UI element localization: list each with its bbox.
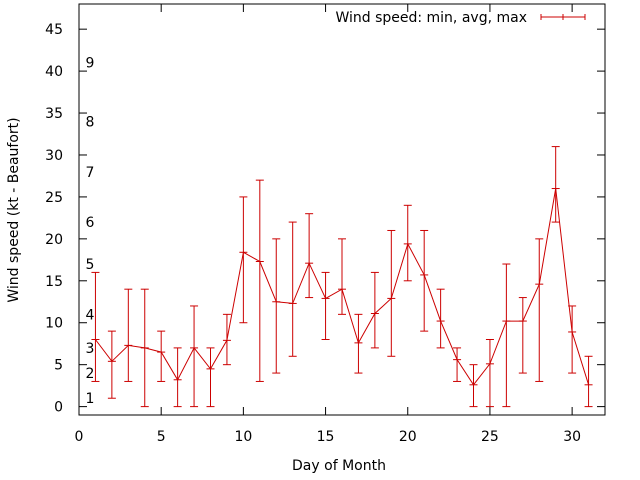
y-tick-label: 35 [45, 106, 63, 122]
x-tick-label: 30 [563, 429, 581, 445]
y-tick-label: 20 [45, 232, 63, 248]
x-tick-label: 25 [481, 429, 499, 445]
y-tick-label: 0 [54, 400, 63, 416]
x-tick-label: 5 [157, 429, 166, 445]
y-tick-label: 10 [45, 316, 63, 332]
plot-frame [78, 3, 606, 416]
y-tick-label: 40 [45, 64, 63, 80]
beaufort-label: 8 [86, 114, 95, 130]
x-tick-label: 20 [399, 429, 417, 445]
beaufort-label: 7 [86, 165, 95, 181]
beaufort-label: 3 [86, 341, 95, 357]
x-tick-label: 10 [234, 429, 252, 445]
legend-label: Wind speed: min, avg, max [335, 10, 527, 26]
y-tick-label: 15 [45, 274, 63, 290]
x-tick-label: 0 [75, 429, 84, 445]
y-tick-label: 5 [54, 358, 63, 374]
y-tick-label: 45 [45, 22, 63, 38]
y-tick-label: 30 [45, 148, 63, 164]
beaufort-label: 2 [86, 366, 95, 382]
beaufort-label: 5 [86, 257, 95, 273]
x-tick-label: 15 [317, 429, 335, 445]
beaufort-label: 1 [86, 391, 95, 407]
x-axis-label: Day of Month [292, 458, 386, 474]
beaufort-label: 9 [86, 56, 95, 72]
avg-line [95, 188, 590, 386]
beaufort-label: 4 [86, 307, 95, 323]
y-axis-label: Wind speed (kt - Beaufort) [6, 117, 22, 302]
beaufort-label: 6 [86, 215, 95, 231]
y-tick-label: 25 [45, 190, 63, 206]
